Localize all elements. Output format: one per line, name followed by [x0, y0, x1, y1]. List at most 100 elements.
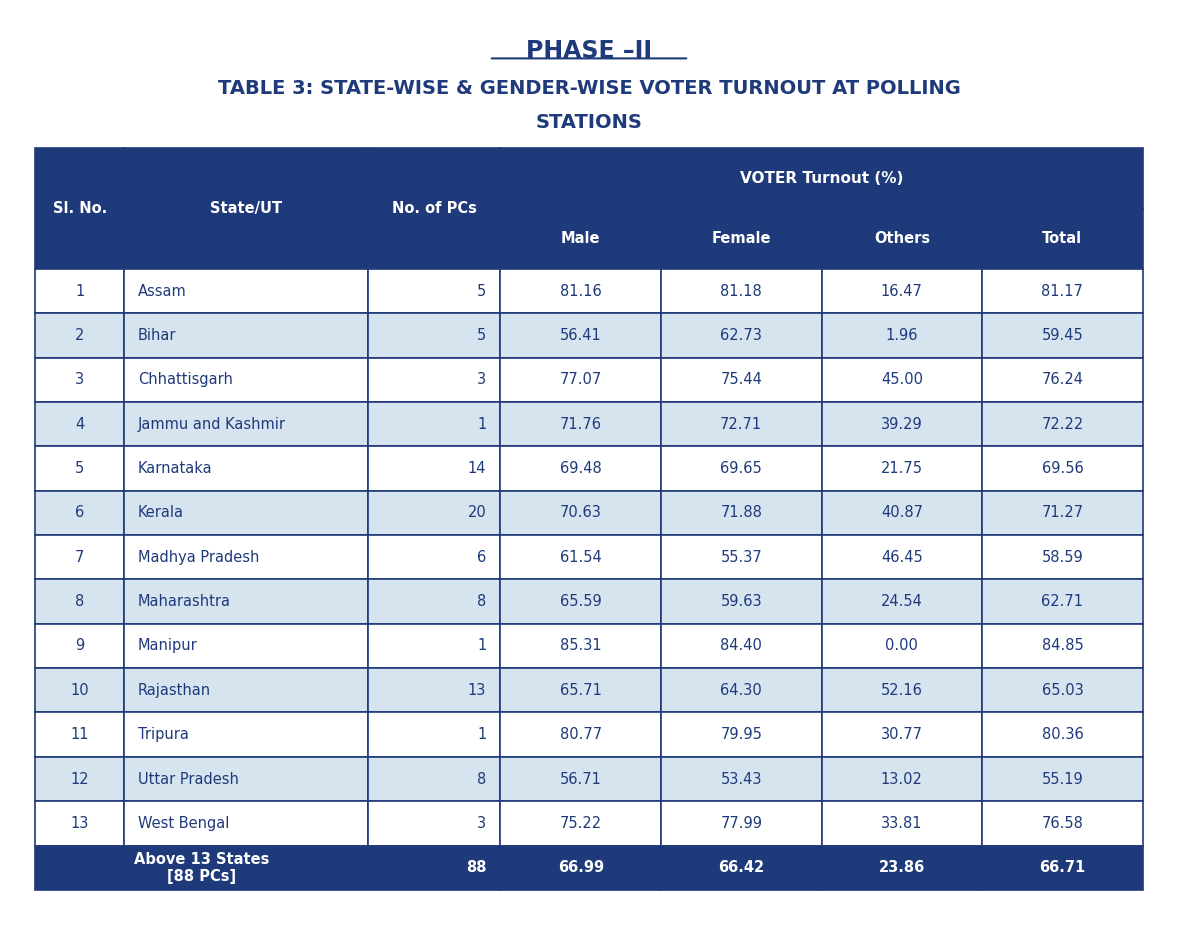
- Text: 59.63: 59.63: [721, 594, 762, 609]
- Text: 10: 10: [71, 683, 90, 698]
- Text: 79.95: 79.95: [720, 727, 762, 743]
- Text: 64.30: 64.30: [721, 683, 762, 698]
- Text: West Bengal: West Bengal: [138, 816, 230, 831]
- Bar: [821, 490, 982, 535]
- Text: Kerala: Kerala: [138, 505, 184, 520]
- Text: 12: 12: [71, 771, 90, 786]
- Bar: [821, 358, 982, 402]
- Bar: [501, 713, 661, 756]
- Text: Karnataka: Karnataka: [138, 461, 213, 476]
- Bar: [124, 402, 368, 446]
- Bar: [501, 801, 661, 845]
- Bar: [661, 490, 821, 535]
- Bar: [35, 845, 368, 890]
- Text: 81.17: 81.17: [1041, 284, 1084, 298]
- Bar: [368, 358, 501, 402]
- Bar: [982, 713, 1143, 756]
- Text: Maharashtra: Maharashtra: [138, 594, 231, 609]
- Text: Female: Female: [712, 231, 772, 247]
- Bar: [661, 269, 821, 313]
- Bar: [821, 446, 982, 490]
- Bar: [35, 313, 124, 358]
- Text: 33.81: 33.81: [881, 816, 922, 831]
- Bar: [982, 446, 1143, 490]
- Bar: [501, 668, 661, 713]
- Bar: [661, 209, 821, 269]
- Bar: [35, 490, 124, 535]
- Text: Jammu and Kashmir: Jammu and Kashmir: [138, 416, 286, 432]
- Bar: [661, 624, 821, 668]
- Text: 77.07: 77.07: [560, 373, 602, 387]
- Text: 5: 5: [75, 461, 85, 476]
- Text: VOTER Turnout (%): VOTER Turnout (%): [740, 171, 904, 186]
- Bar: [35, 269, 124, 313]
- Text: 75.22: 75.22: [560, 816, 602, 831]
- Text: 3: 3: [477, 373, 487, 387]
- Text: TABLE 3: STATE-WISE & GENDER-WISE VOTER TURNOUT AT POLLING: TABLE 3: STATE-WISE & GENDER-WISE VOTER …: [218, 79, 960, 97]
- Text: 69.56: 69.56: [1041, 461, 1084, 476]
- Text: 80.77: 80.77: [560, 727, 602, 743]
- Bar: [368, 313, 501, 358]
- Text: 6: 6: [477, 550, 487, 565]
- Text: 72.71: 72.71: [720, 416, 762, 432]
- Text: 30.77: 30.77: [881, 727, 922, 743]
- Text: 66.99: 66.99: [557, 860, 604, 875]
- Bar: [501, 313, 661, 358]
- Bar: [661, 535, 821, 579]
- Bar: [124, 801, 368, 845]
- Bar: [35, 801, 124, 845]
- Bar: [35, 579, 124, 624]
- Bar: [661, 801, 821, 845]
- Text: 13: 13: [71, 816, 88, 831]
- Bar: [124, 713, 368, 756]
- Bar: [501, 148, 1143, 209]
- Text: 84.85: 84.85: [1041, 639, 1084, 654]
- Text: 1: 1: [75, 284, 85, 298]
- Text: 85.31: 85.31: [560, 639, 602, 654]
- Text: 55.37: 55.37: [721, 550, 762, 565]
- Text: Chhattisgarh: Chhattisgarh: [138, 373, 233, 387]
- Text: 62.71: 62.71: [1041, 594, 1084, 609]
- Bar: [124, 313, 368, 358]
- Bar: [501, 358, 661, 402]
- Bar: [821, 801, 982, 845]
- Text: 84.40: 84.40: [720, 639, 762, 654]
- Text: 24.54: 24.54: [881, 594, 922, 609]
- Text: 5: 5: [477, 328, 487, 343]
- Bar: [501, 756, 661, 801]
- Bar: [124, 624, 368, 668]
- Text: 62.73: 62.73: [720, 328, 762, 343]
- Bar: [124, 148, 368, 269]
- Bar: [501, 579, 661, 624]
- Text: 65.71: 65.71: [560, 683, 602, 698]
- Text: 1: 1: [477, 727, 487, 743]
- Text: Total: Total: [1043, 231, 1083, 247]
- Text: 76.24: 76.24: [1041, 373, 1084, 387]
- Bar: [661, 668, 821, 713]
- Text: 14: 14: [468, 461, 487, 476]
- Bar: [501, 624, 661, 668]
- Text: Assam: Assam: [138, 284, 187, 298]
- Bar: [368, 579, 501, 624]
- Text: 65.59: 65.59: [560, 594, 602, 609]
- Text: 7: 7: [75, 550, 85, 565]
- Bar: [368, 148, 501, 269]
- Bar: [501, 269, 661, 313]
- Bar: [368, 801, 501, 845]
- Text: No. of PCs: No. of PCs: [391, 201, 476, 216]
- Bar: [821, 209, 982, 269]
- Bar: [124, 579, 368, 624]
- Text: 52.16: 52.16: [881, 683, 922, 698]
- Text: 66.71: 66.71: [1039, 860, 1085, 875]
- Bar: [35, 402, 124, 446]
- Text: 66.42: 66.42: [719, 860, 765, 875]
- Text: 76.58: 76.58: [1041, 816, 1084, 831]
- Bar: [982, 402, 1143, 446]
- Text: 72.22: 72.22: [1041, 416, 1084, 432]
- Text: Uttar Pradesh: Uttar Pradesh: [138, 771, 239, 786]
- Bar: [368, 624, 501, 668]
- Bar: [35, 756, 124, 801]
- Text: Rajasthan: Rajasthan: [138, 683, 211, 698]
- Bar: [821, 624, 982, 668]
- Bar: [821, 579, 982, 624]
